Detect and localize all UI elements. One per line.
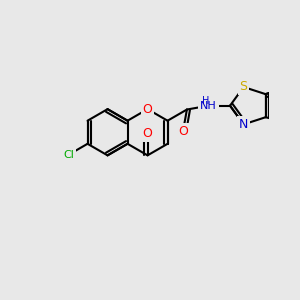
Text: H: H: [202, 96, 210, 106]
Text: N: N: [239, 118, 248, 131]
Text: Cl: Cl: [63, 150, 74, 160]
Text: NH: NH: [200, 101, 217, 111]
Text: O: O: [142, 127, 152, 140]
Text: O: O: [142, 103, 152, 116]
Text: O: O: [178, 124, 188, 138]
Text: S: S: [240, 80, 248, 94]
